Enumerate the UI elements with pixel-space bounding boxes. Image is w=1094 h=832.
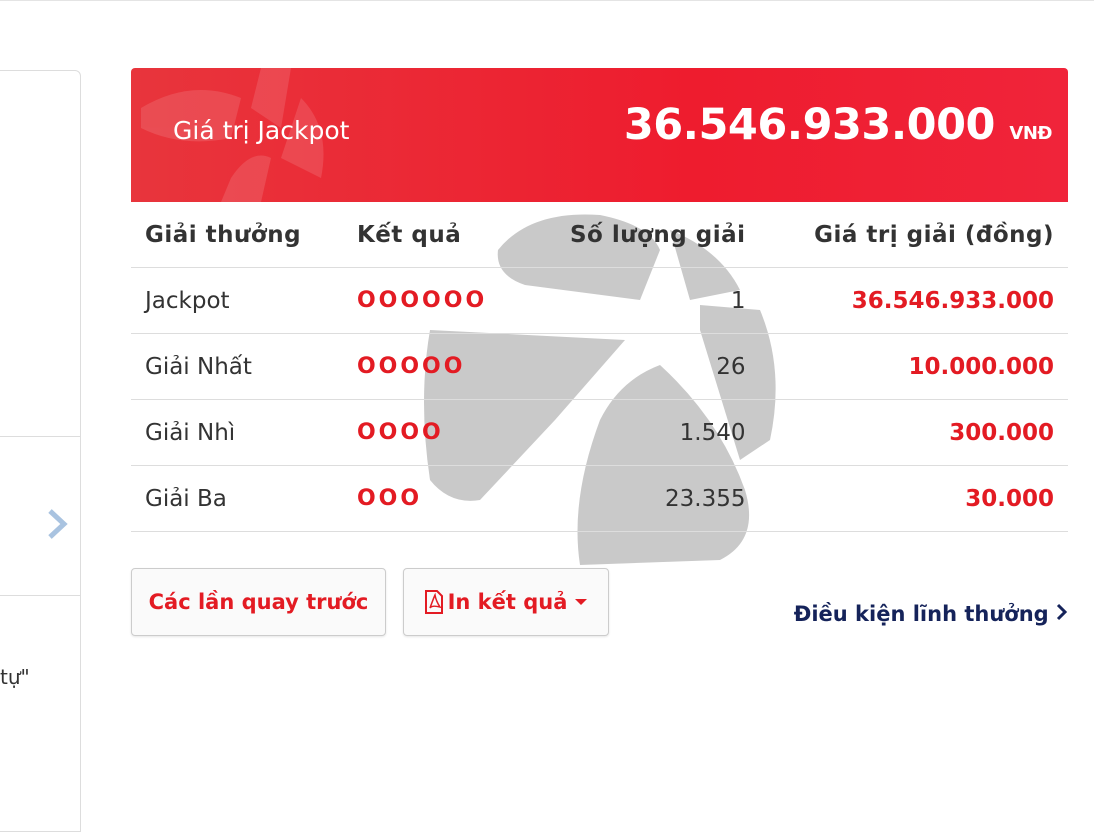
result-row: Jackpot OOOOOO 1 36.546.933.000 [131,267,1068,334]
separator [0,436,80,437]
result: OOOOOO [342,267,526,334]
prize-name: Giải Nhì [131,399,343,466]
prize-value: 30.000 [759,465,1068,532]
print-label: In kết quả [447,590,568,614]
link-arrow [1056,603,1068,621]
result: OOOOO [342,333,526,400]
prize-name: Giải Nhất [131,333,343,400]
winner-count: 1 [525,267,760,334]
result: OOO [342,465,526,532]
column-header: Số lượng giải [525,202,760,268]
separator [0,595,80,596]
pdf-icon [424,590,443,614]
winner-count: 1.540 [525,399,760,466]
header-row: Giải thưởng Kết quả Số lượng giải Giá trị g… [131,202,1068,268]
prize-value: 10.000.000 [759,333,1068,400]
next-arrow[interactable] [46,507,70,541]
caret [575,599,588,605]
result: OOOO [342,399,526,466]
prize-value: 36.546.933.000 [759,267,1068,334]
amount: 36.546.933.000 [623,100,996,150]
watermark [141,68,324,202]
conditions-link[interactable]: Điều kiện lĩnh thưởng [794,602,1068,626]
jackpot-header: Giá trị Jackpot 36.546.933.000 VNĐ [131,68,1068,202]
column-header: Giá trị giải (đồng) [759,202,1068,268]
top-border [0,0,1094,1]
text-fragment: tự" [0,665,30,689]
winner-count: 23.355 [525,465,760,532]
winner-count: 26 [525,333,760,400]
result-row: Giải Ba OOO 23.355 30.000 [131,465,1068,532]
results-table: Giải thưởng Kết quả Số lượng giải Giá trị g… [131,202,1068,532]
prize-name: Giải Ba [131,465,343,532]
print-button[interactable]: In kết quả [403,568,609,636]
jackpot-label: Giá trị Jackpot [173,116,350,145]
prize-name: Jackpot [131,267,343,334]
jackpot-amount: 36.546.933.000 VNĐ [623,100,1053,150]
column-header: Giải thưởng [131,202,343,268]
prize-value: 300.000 [759,399,1068,466]
result-row: Giải Nhất OOOOO 26 10.000.000 [131,333,1068,400]
result-row: Giải Nhì OOOO 1.540 300.000 [131,399,1068,466]
previous-draws-button[interactable]: Các lần quay trước [131,568,386,636]
currency: VNĐ [1009,123,1052,144]
link-text: Điều kiện lĩnh thưởng [793,602,1049,626]
column-header: Kết quả [342,202,526,268]
